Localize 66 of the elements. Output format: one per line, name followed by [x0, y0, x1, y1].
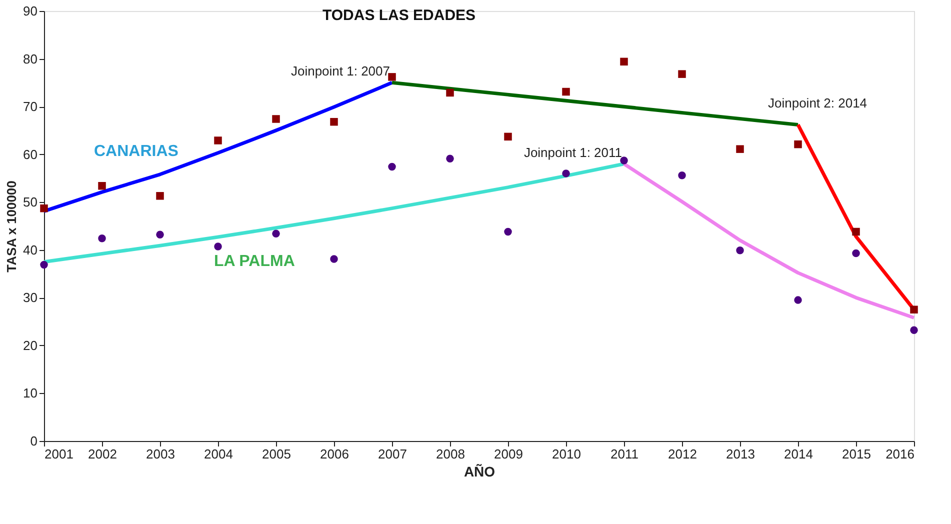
point — [736, 145, 744, 153]
x-tick-label: 2007 — [378, 446, 407, 462]
point — [910, 326, 918, 334]
point — [504, 132, 512, 141]
x-tick-label: 2003 — [146, 446, 175, 462]
point — [214, 136, 222, 144]
point — [40, 204, 48, 212]
annotation: LA PALMA — [214, 253, 296, 270]
point — [852, 228, 860, 236]
point — [736, 246, 744, 254]
annotation: CANARIAS — [94, 143, 179, 160]
point — [620, 58, 628, 66]
point — [504, 228, 512, 236]
point — [156, 230, 164, 238]
point — [272, 115, 280, 123]
point — [272, 230, 280, 238]
point — [852, 249, 860, 258]
point — [98, 182, 106, 190]
x-tick-label: 2005 — [262, 446, 291, 462]
y-tick-label: 60 — [23, 146, 38, 162]
point — [214, 242, 222, 250]
y-tick-label: 30 — [23, 290, 38, 306]
x-tick-label: 2009 — [494, 446, 523, 462]
y-tick-label: 10 — [23, 386, 38, 401]
point — [678, 70, 686, 78]
point — [562, 88, 570, 96]
point — [98, 234, 106, 242]
point — [330, 118, 338, 126]
x-tick-label: 2016 — [886, 446, 914, 462]
y-tick-label: 20 — [23, 338, 38, 353]
point — [156, 192, 164, 200]
point — [40, 260, 48, 269]
point — [562, 170, 570, 178]
annotation: Joinpoint 1: 2007 — [290, 64, 390, 79]
x-tick-label: 2006 — [320, 446, 349, 462]
point — [388, 73, 396, 81]
point — [794, 140, 802, 148]
point — [678, 171, 686, 180]
point — [330, 255, 338, 263]
x-tick-label: 2015 — [842, 446, 871, 462]
y-tick-label: 50 — [23, 194, 38, 210]
x-tick-label: 2004 — [204, 446, 233, 462]
x-tick-label: 2013 — [726, 446, 755, 462]
x-tick-label: 2011 — [610, 446, 638, 462]
x-tick-label: 2008 — [436, 446, 465, 462]
point — [794, 296, 802, 304]
x-tick-label: 2010 — [552, 446, 581, 462]
x-tick-label: 2002 — [88, 446, 117, 462]
point — [446, 154, 454, 162]
y-tick-label: 0 — [30, 434, 38, 448]
y-axis-title: TASA x 100000 — [4, 180, 20, 272]
annotation: Joinpoint 2: 2014 — [768, 96, 868, 111]
x-tick-label: 2014 — [784, 446, 813, 462]
annotation: Joinpoint 1: 2011 — [524, 144, 622, 160]
point — [446, 88, 454, 97]
x-tick-label: 2012 — [668, 446, 697, 462]
x-axis-title: AÑO — [464, 464, 496, 480]
point — [620, 156, 628, 164]
y-tick-label: 90 — [23, 4, 38, 18]
y-tick-label: 80 — [23, 51, 38, 66]
point — [388, 162, 396, 171]
point — [910, 306, 918, 314]
x-tick-label: 2001 — [44, 446, 74, 462]
y-tick-label: 40 — [23, 242, 38, 258]
chart-title: TODAS LAS EDADES — [322, 7, 476, 24]
y-tick-label: 70 — [23, 99, 38, 114]
